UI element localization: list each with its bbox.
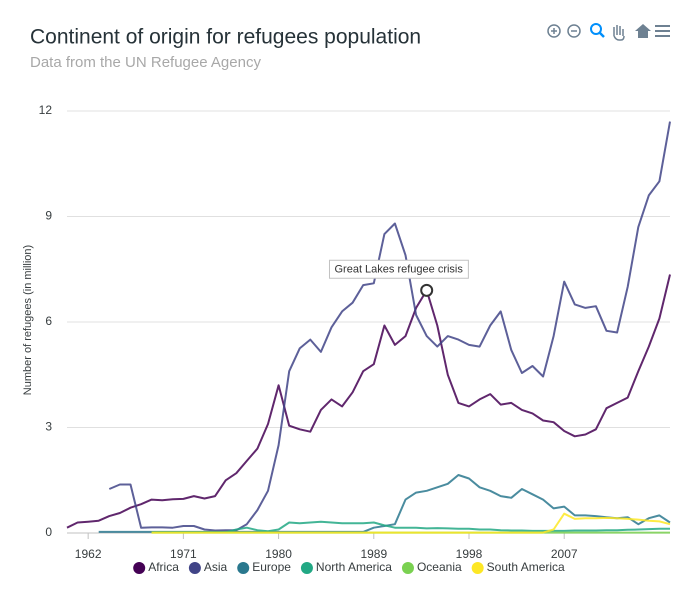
legend-marker bbox=[237, 562, 250, 574]
series-line bbox=[108, 121, 671, 532]
zoom-out-button[interactable] bbox=[567, 24, 581, 38]
legend-label: Africa bbox=[148, 560, 179, 574]
series-line bbox=[98, 474, 671, 533]
y-tick-label: 6 bbox=[45, 314, 52, 328]
pan-button[interactable] bbox=[613, 25, 625, 41]
zoom-in-button[interactable] bbox=[547, 24, 561, 38]
series-line bbox=[66, 274, 671, 529]
legend: Africa Asia Europe North America Oceania Sout… bbox=[133, 560, 565, 574]
legend-marker bbox=[188, 562, 201, 574]
series-line bbox=[151, 512, 671, 534]
annotation-label: Great Lakes refugee crisis bbox=[334, 263, 463, 275]
legend-label: South America bbox=[487, 560, 565, 574]
x-tick-label: 1998 bbox=[456, 547, 483, 561]
legend-label: Asia bbox=[204, 560, 228, 574]
x-tick-label: 1989 bbox=[360, 547, 387, 561]
menu-button[interactable] bbox=[655, 25, 670, 37]
chart-subtitle: Data from the UN Refugee Agency bbox=[30, 54, 261, 71]
reset-button[interactable] bbox=[635, 24, 651, 38]
legend-marker bbox=[401, 562, 414, 574]
legend-label: North America bbox=[316, 560, 392, 574]
annotation-box bbox=[328, 259, 469, 279]
y-tick-label: 12 bbox=[39, 103, 53, 117]
legend-label: Europe bbox=[252, 560, 291, 574]
zoom-button[interactable] bbox=[590, 23, 605, 38]
y-tick-label: 3 bbox=[45, 420, 52, 434]
x-tick-label: 1971 bbox=[170, 547, 197, 561]
x-tick-label: 1962 bbox=[75, 547, 102, 561]
legend-marker bbox=[300, 562, 313, 574]
chart-title: Continent of origin for refugees populat… bbox=[30, 26, 421, 49]
x-tick-label: 1980 bbox=[265, 547, 292, 561]
y-tick-label: 9 bbox=[45, 209, 52, 223]
series-line bbox=[151, 520, 670, 534]
legend-marker bbox=[133, 562, 146, 574]
toolbar bbox=[547, 23, 670, 41]
x-tick-label: 2007 bbox=[551, 547, 578, 561]
legend-label: Oceania bbox=[417, 560, 462, 574]
annotation-point bbox=[420, 283, 434, 297]
legend-marker bbox=[471, 562, 484, 574]
y-tick-label: 0 bbox=[45, 525, 52, 539]
y-axis-label: Number of refugees (in million) bbox=[22, 245, 34, 395]
